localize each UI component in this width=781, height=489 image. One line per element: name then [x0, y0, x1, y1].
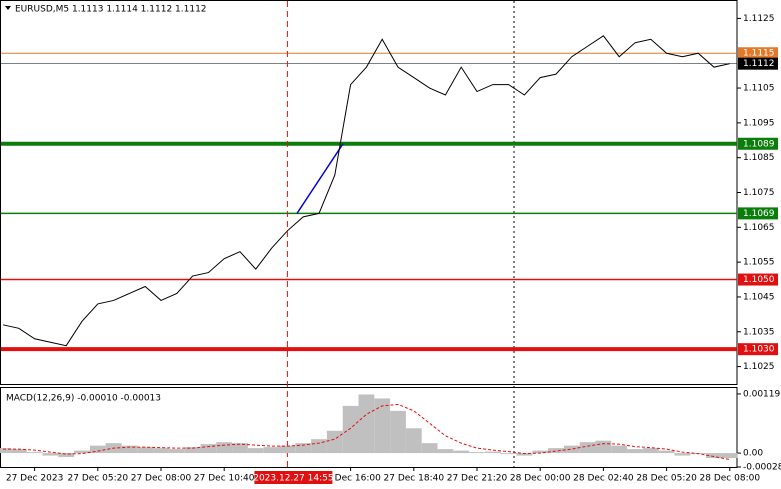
macd-bar: [358, 394, 375, 454]
macd-title: MACD(12,26,9) -0.00010 -0.00013: [6, 394, 161, 404]
macd-bar: [247, 448, 264, 454]
level-label-bg: [738, 47, 778, 60]
macd-bar: [721, 453, 738, 459]
macd-bar: [42, 453, 59, 456]
y-tick-label: -0.00028: [743, 463, 781, 473]
macd-bar: [595, 440, 612, 454]
macd-bar: [390, 410, 406, 454]
macd-bar: [279, 445, 296, 454]
macd-bar: [200, 444, 217, 454]
y-tick-label: 1.1075: [743, 188, 775, 198]
macd-bar: [563, 445, 580, 454]
macd-bar: [674, 453, 691, 456]
macd-bar: [137, 447, 154, 454]
chart-title: EURUSD,M5 1.1113 1.1114 1.1112 1.1112: [15, 5, 207, 15]
level-label-bg: [738, 207, 778, 220]
macd-bar: [295, 443, 312, 454]
x-tick-label: 27 Dec 21:20: [447, 474, 508, 484]
level-label-bg: [738, 273, 778, 286]
y-tick-label: 1.1045: [743, 292, 775, 302]
y-tick-label: 1.1055: [743, 258, 775, 268]
crosshair-label-bg: [254, 471, 333, 484]
y-tick-label: 1.1125: [743, 14, 775, 24]
macd-bar: [89, 445, 106, 454]
macd-bar: [311, 439, 327, 454]
x-tick-label: 27 Dec 16:00: [320, 474, 381, 484]
y-tick-label: 1.1105: [743, 84, 775, 94]
macd-bar: [58, 453, 75, 458]
macd-bar: [437, 449, 454, 454]
macd-bar: [532, 450, 549, 454]
y-tick-label: 1.1025: [743, 362, 775, 372]
macd-bar: [453, 450, 470, 454]
level-label: 1.1069: [743, 209, 775, 219]
macd-bar: [263, 447, 280, 454]
y-tick-label: 1.1035: [743, 327, 775, 337]
macd-bar: [421, 443, 438, 454]
symbol-arrow: [5, 6, 11, 10]
x-tick-label: 28 Dec 05:20: [636, 474, 697, 484]
y-tick-label: 0.00119: [743, 389, 780, 399]
macd-bar: [627, 449, 643, 454]
y-tick-label: 1.1095: [743, 118, 775, 128]
level-label: 1.1030: [743, 345, 775, 355]
level-label: 1.1089: [743, 139, 775, 149]
y-tick-label: 1.1085: [743, 153, 775, 163]
y-tick-label: 1.1065: [743, 223, 775, 233]
macd-bar: [500, 453, 517, 455]
macd-bar: [74, 450, 90, 454]
macd-bar: [658, 450, 675, 454]
level-label: 1.1112: [743, 59, 775, 69]
macd-bar: [184, 447, 201, 454]
x-tick-label: 27 Dec 05:20: [68, 474, 129, 484]
price-line: [2, 35, 730, 347]
x-tick-label: 28 Dec 00:00: [510, 474, 571, 484]
crosshair-label: 2023.12.27 14:55: [253, 474, 333, 484]
x-tick-label: 28 Dec 02:40: [573, 474, 634, 484]
macd-bar: [10, 449, 27, 454]
signal-line: [3, 403, 730, 461]
macd-pane-border: [0, 387, 738, 468]
x-tick-label: 27 Dec 2023: [6, 474, 64, 484]
macd-bar: [168, 449, 185, 454]
x-tick-label: 28 Dec 08:00: [700, 474, 761, 484]
level-label-bg: [738, 57, 778, 70]
macd-bar: [216, 442, 233, 454]
macd-bar: [153, 448, 169, 454]
macd-bar: [342, 405, 359, 454]
trend-arrow: [296, 143, 344, 214]
macd-bar: [121, 445, 138, 454]
y-tick-label: 0.00: [743, 449, 763, 459]
macd-bar: [469, 452, 485, 454]
level-label: 1.1050: [743, 275, 775, 285]
macd-bar: [516, 453, 533, 456]
level-label-bg: [738, 343, 778, 356]
level-label-bg: [738, 137, 778, 150]
macd-bar: [26, 452, 43, 454]
x-tick-label: 27 Dec 08:00: [131, 474, 192, 484]
macd-bar: [326, 430, 343, 454]
macd-bar: [548, 448, 564, 454]
macd-bar: [374, 398, 391, 454]
macd-bar: [484, 451, 501, 454]
macd-bar: [232, 443, 248, 454]
macd-bar: [405, 428, 422, 454]
x-tick-label: 27 Dec 18:40: [384, 474, 445, 484]
macd-bar: [642, 448, 659, 454]
macd-bar: [0, 448, 11, 454]
price-pane-border: [0, 0, 738, 385]
x-tick-label: 27 Dec 10:40: [194, 474, 255, 484]
macd-bar: [706, 453, 722, 459]
macd-bar: [579, 442, 596, 454]
level-label: 1.1115: [743, 49, 775, 59]
macd-bar: [611, 445, 628, 454]
